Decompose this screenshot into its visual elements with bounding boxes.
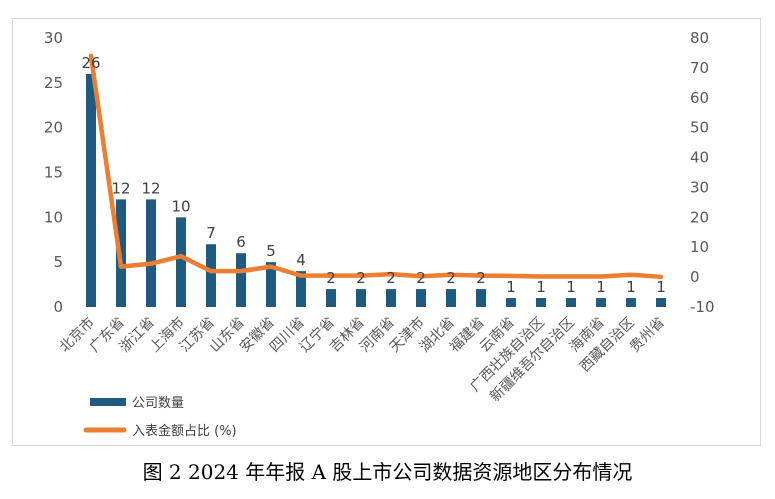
bar	[536, 298, 546, 307]
data-label: 2	[416, 269, 426, 287]
line-series-path	[88, 53, 664, 280]
data-label: 26	[81, 54, 100, 72]
bar	[626, 298, 636, 307]
data-label: 4	[296, 251, 306, 269]
right-axis-ticks: -10 0 10 20 30 40 50 60 70 80	[690, 29, 715, 316]
bar	[176, 217, 186, 307]
bar	[476, 289, 486, 307]
bar	[86, 73, 96, 307]
right-tick-label: 60	[690, 89, 709, 107]
bar	[206, 244, 216, 307]
bar	[566, 298, 576, 307]
data-label: 12	[111, 179, 130, 197]
bar	[356, 289, 366, 307]
legend-bar-swatch	[90, 398, 126, 406]
bar	[446, 289, 456, 307]
category-label: 贵州省	[627, 315, 668, 356]
data-label: 1	[626, 278, 636, 296]
bar	[146, 199, 156, 307]
bar	[416, 289, 426, 307]
figure-caption: 图 2 2024 年年报 A 股上市公司数据资源地区分布情况	[142, 460, 633, 484]
data-label: 2	[326, 269, 336, 287]
bar	[656, 298, 666, 307]
left-tick-label: 30	[44, 29, 63, 47]
right-tick-label: -10	[690, 298, 715, 316]
data-label: 5	[266, 242, 276, 260]
bar	[296, 271, 306, 307]
left-tick-label: 25	[44, 74, 63, 92]
data-label: 2	[476, 269, 486, 287]
right-tick-label: 50	[690, 119, 709, 137]
data-labels: 26 12 12 10 7 6 5 4 2 2 2 2 2 2 1 1 1 1 1 1	[81, 54, 665, 296]
bar	[266, 262, 276, 307]
right-tick-label: 0	[690, 268, 700, 286]
line-series	[88, 53, 664, 280]
bar	[386, 289, 396, 307]
bar	[596, 298, 606, 307]
chart-frame	[12, 18, 761, 446]
left-axis-ticks: 0 5 10 15 20 25 30	[44, 29, 63, 316]
data-label: 10	[171, 197, 190, 215]
left-tick-label: 5	[53, 253, 63, 271]
data-label: 1	[506, 278, 516, 296]
data-label: 12	[141, 179, 160, 197]
bar	[506, 298, 516, 307]
bar	[236, 253, 246, 307]
legend: 公司数量 入表金额占比 (%)	[83, 396, 237, 439]
data-label: 7	[206, 224, 216, 242]
data-label: 2	[446, 269, 456, 287]
data-label: 1	[566, 278, 576, 296]
left-tick-label: 10	[44, 208, 63, 226]
data-label: 2	[386, 269, 396, 287]
left-tick-label: 20	[44, 119, 63, 137]
right-tick-label: 10	[690, 238, 709, 256]
right-tick-label: 70	[690, 59, 709, 77]
left-tick-label: 0	[53, 298, 63, 316]
legend-bar-label: 公司数量	[132, 396, 184, 411]
data-label: 1	[596, 278, 606, 296]
right-tick-label: 30	[690, 178, 709, 196]
data-label: 2	[356, 269, 366, 287]
right-tick-label: 80	[690, 29, 709, 47]
right-tick-label: 20	[690, 208, 709, 226]
category-labels: 北京市广东省浙江省上海市江苏省山东省安徽省四川省辽宁省吉林省河南省天津市湖北省福…	[56, 314, 668, 405]
bar	[326, 289, 336, 307]
data-label: 1	[536, 278, 546, 296]
data-label: 6	[236, 233, 246, 251]
left-tick-label: 15	[44, 164, 63, 182]
data-label: 1	[656, 278, 666, 296]
right-tick-label: 40	[690, 149, 709, 167]
bar-series	[86, 73, 666, 307]
legend-line-label: 入表金额占比 (%)	[132, 423, 237, 439]
